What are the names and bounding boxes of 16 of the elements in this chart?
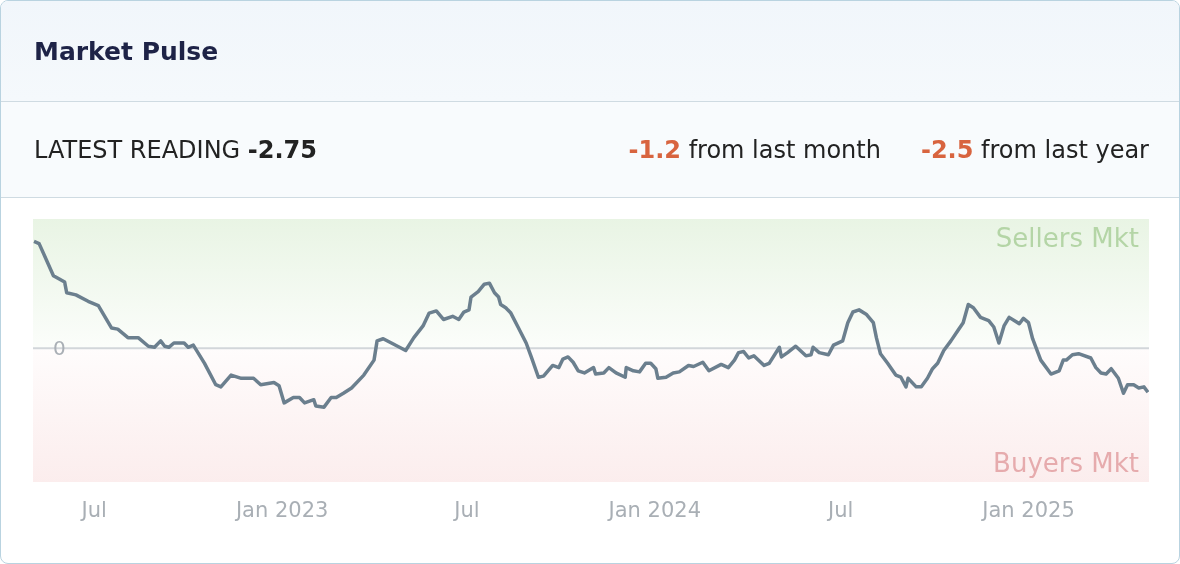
text: from last year [981,135,1149,164]
text: from last month [688,135,881,164]
text: -1.2 [628,135,681,164]
band-label: Buyers Mkt [993,448,1139,478]
x-tick-label: Jul [79,497,107,522]
text: -2.75 [247,135,318,164]
x-tick-label: Jan 2023 [233,497,329,522]
text: -2.5 [920,135,974,164]
x-tick-label: Jan 2025 [980,497,1075,522]
x-tick-label: Jul [452,497,480,522]
x-tick-label: Jan 2024 [606,497,702,522]
text: LATEST READING [34,135,241,164]
ref-line-label: 0 [53,336,66,361]
band-label: Sellers Mkt [995,223,1139,254]
chart-title: Market Pulse [34,36,219,66]
x-tick-label: Jul [825,497,854,522]
